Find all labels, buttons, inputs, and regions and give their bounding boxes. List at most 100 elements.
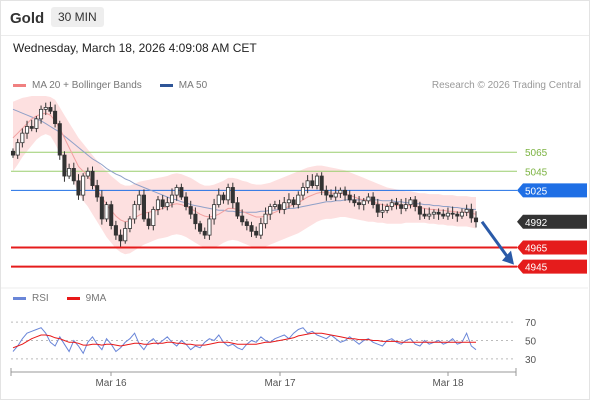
candle-body bbox=[146, 218, 151, 226]
candle-body bbox=[184, 196, 189, 207]
candle bbox=[104, 201, 109, 222]
bollinger-band bbox=[13, 96, 476, 255]
candle-body bbox=[179, 187, 184, 198]
candle bbox=[286, 193, 291, 209]
candle bbox=[160, 195, 165, 210]
candle-body bbox=[174, 187, 179, 196]
candle-body bbox=[394, 202, 399, 206]
header-bar bbox=[1, 1, 589, 36]
candle-body bbox=[85, 170, 90, 177]
candle bbox=[366, 193, 371, 204]
legend-item-ma20: MA 20 + Bollinger Bands bbox=[13, 80, 142, 91]
candle bbox=[249, 221, 254, 238]
candle-body bbox=[277, 204, 282, 210]
candle bbox=[361, 197, 366, 211]
candle-body bbox=[272, 204, 277, 207]
candle bbox=[24, 120, 30, 139]
candle-body bbox=[459, 211, 465, 217]
candle bbox=[43, 102, 48, 116]
candle-body bbox=[380, 209, 385, 213]
candle bbox=[385, 203, 390, 214]
candle bbox=[244, 218, 249, 231]
candle bbox=[328, 189, 334, 200]
candle bbox=[165, 197, 170, 211]
candle-body bbox=[347, 194, 352, 201]
candle bbox=[473, 211, 479, 228]
candle-body bbox=[141, 194, 146, 220]
candle bbox=[198, 220, 203, 235]
candle bbox=[212, 198, 217, 225]
candle bbox=[300, 182, 305, 200]
candle-body bbox=[455, 213, 460, 217]
candle bbox=[48, 101, 53, 115]
candle-body bbox=[76, 180, 81, 196]
candle-body bbox=[436, 211, 441, 215]
candle bbox=[34, 116, 39, 133]
candle bbox=[310, 174, 315, 189]
level-label-4965: 4965 bbox=[525, 244, 548, 255]
candle bbox=[10, 148, 16, 158]
level-label-5045: 5045 bbox=[525, 167, 548, 178]
candle bbox=[20, 128, 25, 148]
candle bbox=[188, 200, 193, 219]
candle bbox=[137, 190, 142, 211]
candle-body bbox=[67, 168, 72, 177]
level-label-4992: 4992 bbox=[525, 218, 548, 229]
rsi-line bbox=[12, 327, 477, 355]
candle bbox=[394, 197, 399, 210]
candle bbox=[155, 196, 161, 216]
candle-body bbox=[81, 175, 86, 196]
candle bbox=[141, 189, 146, 222]
candle bbox=[57, 120, 62, 160]
candle bbox=[226, 183, 231, 205]
candle-body bbox=[469, 208, 474, 219]
candle-body bbox=[258, 223, 263, 236]
level-badge-4965: 4965 bbox=[517, 240, 587, 255]
candle-body bbox=[371, 196, 376, 206]
candle-body bbox=[127, 218, 132, 229]
candle bbox=[272, 200, 277, 210]
candle-body bbox=[165, 202, 170, 207]
candle bbox=[29, 119, 34, 132]
candle-body bbox=[338, 189, 343, 194]
timeframe-button[interactable]: 30 MIN bbox=[51, 7, 104, 27]
candle bbox=[333, 186, 338, 201]
candle bbox=[184, 192, 189, 211]
candle-body bbox=[34, 118, 39, 129]
level-badge-4945: 4945 bbox=[517, 259, 587, 274]
candle-body bbox=[403, 204, 408, 209]
candle-body bbox=[221, 194, 226, 201]
candle bbox=[282, 197, 287, 215]
candle bbox=[71, 162, 76, 185]
candle-body bbox=[188, 206, 193, 215]
candle-body bbox=[43, 107, 48, 110]
candle bbox=[85, 167, 90, 179]
candle-body bbox=[305, 180, 310, 188]
candle bbox=[399, 198, 404, 215]
legend-swatch-ma50 bbox=[159, 84, 173, 87]
candle bbox=[338, 187, 343, 198]
candle bbox=[413, 196, 418, 212]
candle bbox=[314, 173, 320, 190]
rsi-tick-30: 30 bbox=[525, 355, 537, 366]
candle bbox=[296, 191, 301, 209]
candle bbox=[380, 203, 385, 218]
candle-body bbox=[291, 199, 296, 206]
level-badge-5025: 5025 bbox=[517, 183, 587, 198]
candle-body bbox=[193, 213, 198, 225]
legend-item-9ma: 9MA bbox=[66, 293, 106, 304]
candle-body bbox=[216, 194, 221, 206]
research-credit: Research © 2026 Trading Central bbox=[431, 80, 581, 91]
candle-body bbox=[24, 126, 30, 134]
candle-body bbox=[53, 110, 58, 125]
candle-body bbox=[113, 225, 118, 236]
candle bbox=[441, 209, 446, 219]
price-legend: MA 20 + Bollinger Bands MA 50 bbox=[13, 80, 225, 91]
candle bbox=[319, 172, 324, 196]
candle-body bbox=[314, 175, 320, 186]
candle bbox=[263, 207, 268, 229]
candle bbox=[127, 216, 132, 233]
candle-body bbox=[375, 204, 380, 213]
candle-body bbox=[282, 202, 287, 210]
